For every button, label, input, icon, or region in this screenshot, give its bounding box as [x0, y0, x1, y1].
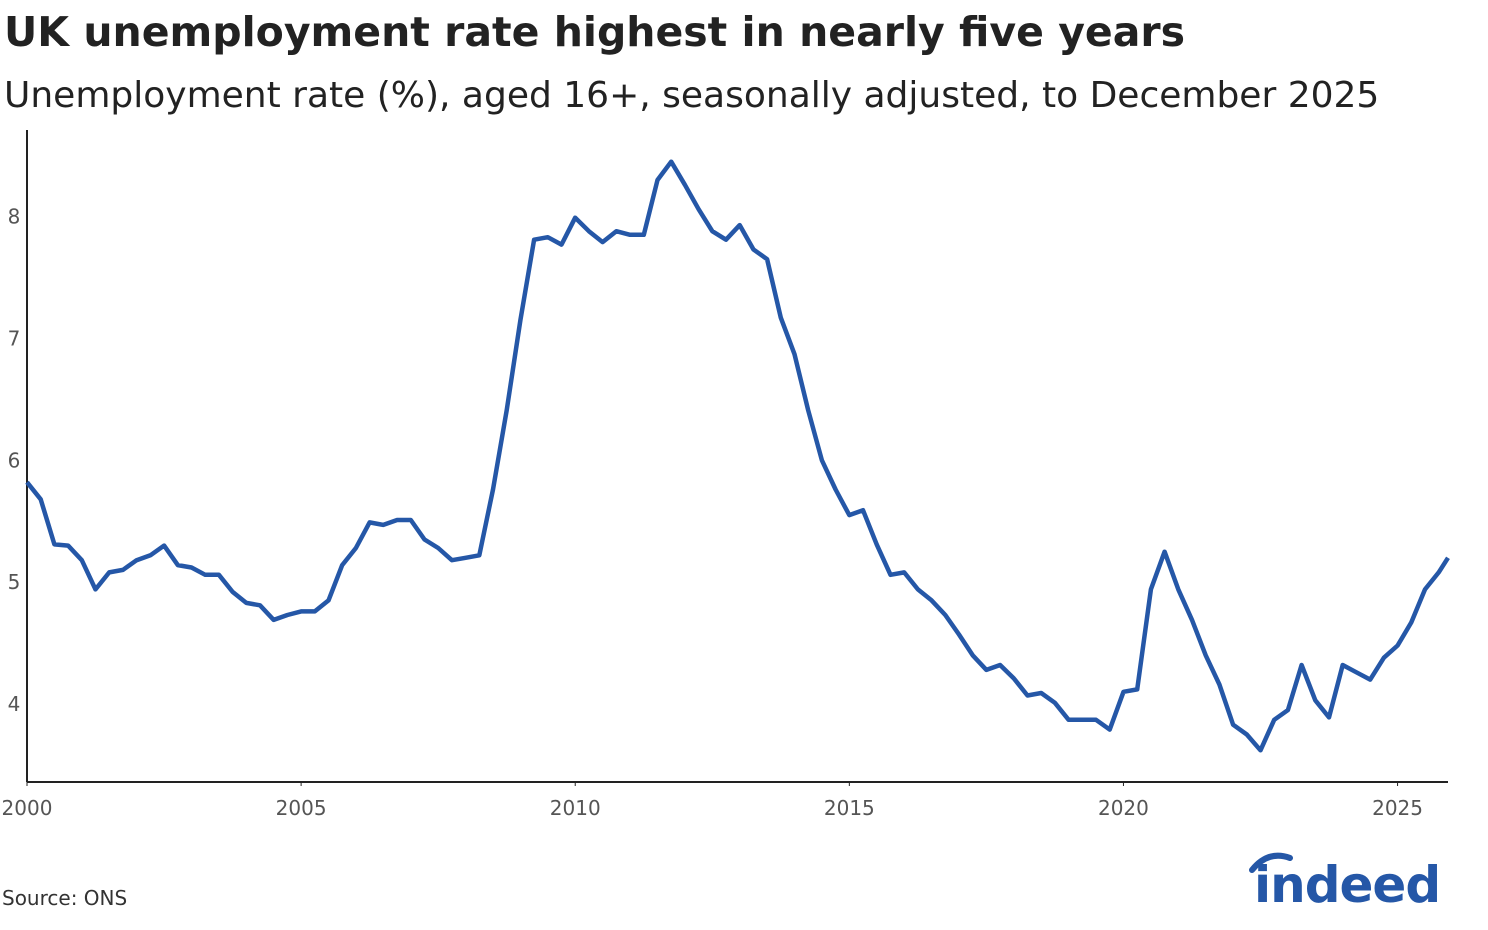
- y-tick-label: 8: [8, 205, 21, 229]
- y-tick-label: 6: [8, 448, 21, 472]
- x-tick-label: 2005: [276, 796, 327, 820]
- x-tick-label: 2015: [824, 796, 875, 820]
- x-tick-label: 2000: [2, 796, 53, 820]
- x-tick-label: 2020: [1098, 796, 1149, 820]
- source: Source: ONS: [2, 886, 127, 910]
- logo: indeed: [1254, 856, 1440, 914]
- line: [25, 159, 1450, 753]
- chart-title: UK unemployment rate highest in nearly f…: [4, 8, 1185, 56]
- y-tick-label: 4: [8, 692, 21, 716]
- y-tick-label: 7: [8, 326, 21, 350]
- chart-subtitle: Unemployment rate (%), aged 16+, seasona…: [4, 75, 1379, 116]
- y-tick-label: 5: [8, 570, 21, 594]
- x-tick-label: 2010: [550, 796, 601, 820]
- x-tick-label: 2025: [1372, 796, 1423, 820]
- logo-arc: [1249, 852, 1293, 873]
